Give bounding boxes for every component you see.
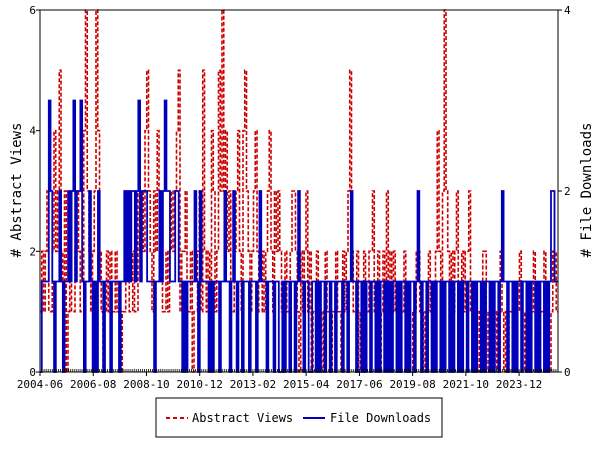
y-left-axis-title: # Abstract Views <box>9 123 25 258</box>
x-tick-label: 2021-10 <box>443 378 489 391</box>
x-tick-label: 2008-10 <box>123 378 169 391</box>
x-tick-label: 2010-12 <box>177 378 223 391</box>
x-tick-label: 2013-02 <box>230 378 276 391</box>
series-line-abstract-views <box>40 9 558 373</box>
x-tick-label: 2017-06 <box>336 378 382 391</box>
x-tick-label: 2006-08 <box>70 378 116 391</box>
x-tick-label: 2004-06 <box>17 378 63 391</box>
y-right-tick-label: 2 <box>564 185 571 198</box>
y-right-tick-label: 0 <box>564 366 571 379</box>
series-line-file-downloads <box>40 99 558 373</box>
legend-box <box>155 397 443 438</box>
y-left-tick-label: 6 <box>29 4 36 17</box>
axes: 0 2 4 6 0 2 4 2004-06 2006-08 2008-10 2010-12 2013-… <box>17 4 571 391</box>
y-right-axis-title: # File Downloads <box>579 123 595 258</box>
y-left-tick-label: 4 <box>29 125 36 138</box>
y-left-tick-label: 2 <box>29 245 36 258</box>
y-left-tick-label: 0 <box>29 366 36 379</box>
x-tick-label: 2019-08 <box>389 378 435 391</box>
legend-label-abstract-views: Abstract Views <box>192 411 293 425</box>
x-tick-label: 2015-04 <box>283 378 330 391</box>
legend-label-file-downloads: File Downloads <box>330 411 431 425</box>
x-tick-label: 2023-12 <box>496 378 542 391</box>
y-right-tick-label: 4 <box>564 4 571 17</box>
legend: Abstract Views File Downloads <box>155 397 443 438</box>
plot-area <box>40 9 558 373</box>
